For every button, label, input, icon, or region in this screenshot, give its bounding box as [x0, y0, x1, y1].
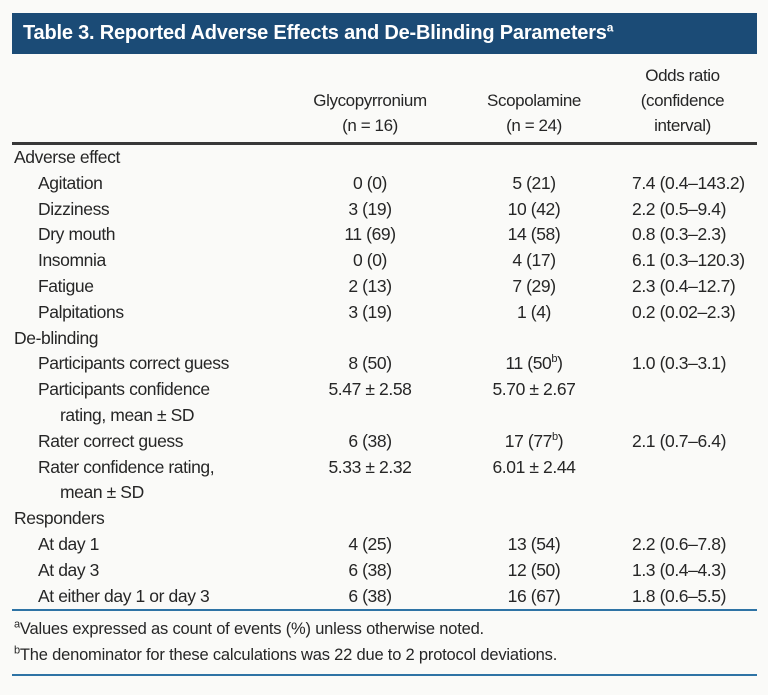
cell-odds-ratio: 0.2 (0.02–2.3) [632, 301, 736, 322]
footnote-a: aValues expressed as count of events (%)… [14, 618, 484, 639]
footnote-marker: a [14, 618, 20, 631]
row-label: Dizziness [38, 198, 110, 219]
table-row: At either day 1 or day 3 6 (38) 16 (67) 1.8… [12, 584, 757, 610]
row-label: Agitation [38, 172, 103, 193]
cell-odds-ratio: 2.1 (0.7–6.4) [632, 430, 727, 451]
cell-glycopyrronium: 6 (38) [348, 585, 392, 606]
cell-odds-ratio: 7.4 (0.4–143.2) [632, 172, 745, 193]
row-label: Participants confidence rating, mean ± S… [38, 379, 210, 425]
column-header-glycopyrronium: Glycopyrronium (n = 16) [313, 91, 427, 135]
section-header-row: Adverse effect [12, 145, 757, 171]
table-row: Rater confidence rating, mean ± SD 5.33 ±… [12, 455, 757, 507]
row-label: Dry mouth [38, 224, 116, 245]
cell-glycopyrronium: 5.33 ± 2.32 [328, 456, 412, 477]
table-row: Insomnia 0 (0) 4 (17) 6.1 (0.3–120.3) [12, 248, 757, 274]
footer-rule-bottom [12, 674, 757, 677]
cell-odds-ratio: 1.8 (0.6–5.5) [632, 585, 727, 606]
section-label: De-blinding [14, 327, 99, 348]
table-row: Fatigue 2 (13) 7 (29) 2.3 (0.4–12.7) [12, 274, 757, 300]
cell-scopolamine: 17 (77b) [504, 430, 564, 451]
row-label: At day 1 [38, 533, 100, 554]
cell-odds-ratio [608, 455, 757, 507]
section-label: Adverse effect [14, 147, 120, 167]
cell-glycopyrronium: 0 (0) [353, 250, 387, 271]
row-label: Rater correct guess [38, 430, 184, 451]
cell-odds-ratio: 1.3 (0.4–4.3) [632, 559, 727, 580]
cell-glycopyrronium: 6 (38) [348, 559, 392, 580]
row-label: At either day 1 or day 3 [38, 585, 210, 606]
cell-odds-ratio: 2.2 (0.5–9.4) [632, 198, 727, 219]
footnote-marker: b [14, 644, 20, 657]
cell-scopolamine: 13 (54) [507, 533, 561, 554]
cell-scopolamine: 10 (42) [507, 198, 561, 219]
row-label: At day 3 [38, 559, 100, 580]
section-header-row: De-blinding [12, 326, 757, 352]
cell-scopolamine: 14 (58) [507, 224, 561, 245]
table-body: Adverse effect Agitation 0 (0) 5 (21) 7.4 (0… [12, 145, 757, 609]
cell-scopolamine: 6.01 ± 2.44 [492, 456, 576, 477]
table-row: At day 3 6 (38) 12 (50) 1.3 (0.4–4.3) [12, 558, 757, 584]
section-header-row: Responders [12, 506, 757, 532]
cell-glycopyrronium: 0 (0) [353, 172, 387, 193]
cell-glycopyrronium: 2 (13) [348, 275, 392, 296]
table-title-bar: Table 3. Reported Adverse Effects and De… [12, 13, 757, 54]
cell-scopolamine: 5 (21) [512, 172, 556, 193]
cell-scopolamine: 12 (50) [507, 559, 561, 580]
section-label: Responders [14, 508, 105, 529]
table-figure: Table 3. Reported Adverse Effects and De… [0, 13, 768, 695]
table-title-footnote-marker: a [606, 20, 614, 35]
table-row: Palpitations 3 (19) 1 (4) 0.2 (0.02–2.3) [12, 300, 757, 326]
cell-odds-ratio: 0.8 (0.3–2.3) [632, 224, 727, 245]
row-label: Insomnia [38, 250, 106, 271]
cell-scopolamine: 5.70 ± 2.67 [492, 379, 576, 400]
cell-scopolamine: 1 (4) [517, 301, 551, 322]
cell-odds-ratio: 1.0 (0.3–3.1) [632, 353, 727, 374]
table-row: Participants correct guess 8 (50) 11 (50b)… [12, 351, 757, 377]
cell-glycopyrronium: 3 (19) [348, 198, 392, 219]
row-label: Rater confidence rating, mean ± SD [38, 456, 215, 503]
cell-glycopyrronium: 4 (25) [348, 533, 392, 554]
cell-glycopyrronium: 6 (38) [348, 430, 392, 451]
column-header-odds-ratio: Odds ratio (confidence interval) [640, 66, 725, 135]
cell-glycopyrronium: 8 (50) [348, 353, 392, 374]
table-row: At day 1 4 (25) 13 (54) 2.2 (0.6–7.8) [12, 532, 757, 558]
row-label: Fatigue [38, 275, 94, 296]
table-row: Rater correct guess 6 (38) 17 (77b) 2.1 (0.… [12, 429, 757, 455]
cell-odds-ratio: 2.3 (0.4–12.7) [632, 275, 736, 296]
cell-odds-ratio: 2.2 (0.6–7.8) [632, 533, 727, 554]
cell-scopolamine: 7 (29) [512, 275, 556, 296]
row-label: Palpitations [38, 301, 124, 322]
cell-scopolamine: 4 (17) [512, 250, 556, 271]
footnotes: aValues expressed as count of events (%)… [12, 611, 757, 674]
column-header-row: Glycopyrronium (n = 16) Scopolamine (n =… [12, 54, 757, 142]
footnote-b: bThe denominator for these calculations … [14, 644, 558, 665]
cell-glycopyrronium: 5.47 ± 2.58 [328, 379, 412, 400]
footer-rule-top [12, 609, 757, 612]
table-row: Dizziness 3 (19) 10 (42) 2.2 (0.5–9.4) [12, 197, 757, 223]
table-row: Participants confidence rating, mean ± S… [12, 377, 757, 429]
table-row: Agitation 0 (0) 5 (21) 7.4 (0.4–143.2) [12, 171, 757, 197]
table: Glycopyrronium (n = 16) Scopolamine (n =… [12, 54, 757, 677]
header-rule [12, 142, 757, 145]
row-label: Participants correct guess [38, 353, 229, 374]
cell-odds-ratio [608, 377, 757, 429]
column-header-scopolamine: Scopolamine (n = 24) [487, 91, 581, 135]
cell-scopolamine: 16 (67) [507, 585, 561, 606]
cell-scopolamine: 11 (50b) [505, 353, 563, 374]
table-title: Table 3. Reported Adverse Effects and De… [23, 22, 607, 44]
table-row: Dry mouth 11 (69) 14 (58) 0.8 (0.3–2.3) [12, 222, 757, 248]
cell-glycopyrronium: 3 (19) [348, 301, 392, 322]
cell-odds-ratio: 6.1 (0.3–120.3) [632, 250, 745, 271]
cell-glycopyrronium: 11 (69) [344, 224, 396, 245]
